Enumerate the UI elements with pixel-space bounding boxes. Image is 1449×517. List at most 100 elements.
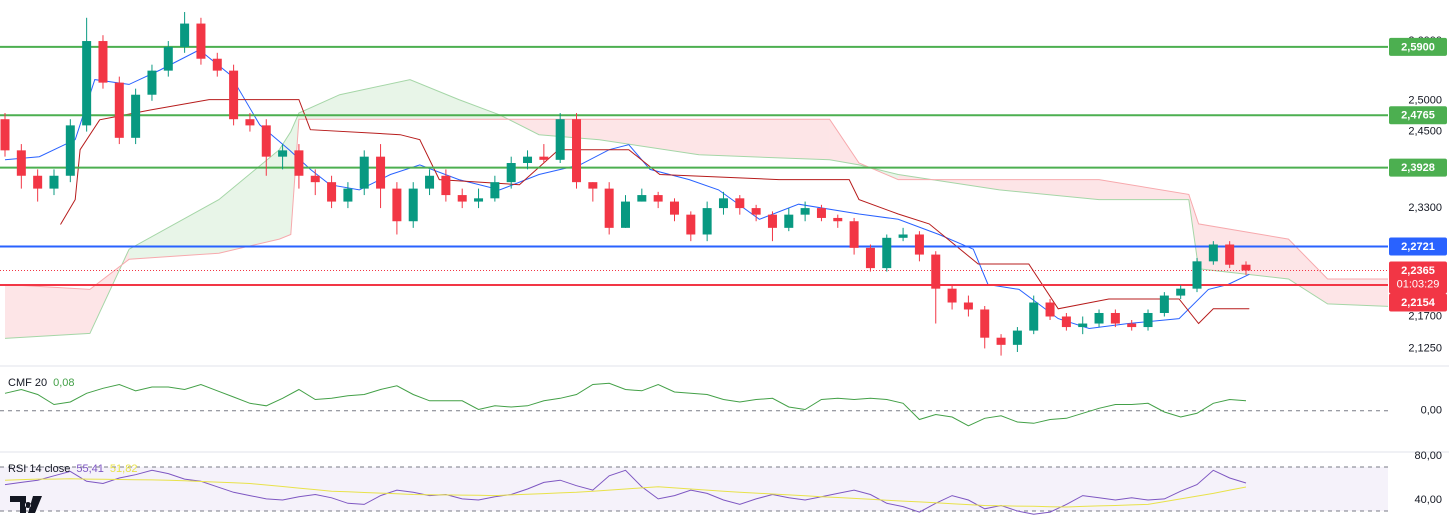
candle-body xyxy=(1143,312,1153,328)
cloud-segment xyxy=(1198,223,1289,279)
candle-body xyxy=(669,201,679,215)
cloud-segment xyxy=(539,119,600,140)
candle-body xyxy=(849,221,859,248)
candle-body xyxy=(735,198,745,209)
last-price-label: 2,2365 xyxy=(1401,265,1435,277)
candle-body xyxy=(800,208,810,215)
candle-body xyxy=(1012,330,1022,345)
candle-body xyxy=(180,23,190,47)
candle-body xyxy=(751,208,761,215)
candle-body xyxy=(65,125,75,176)
candle-body xyxy=(898,234,908,238)
candle-body xyxy=(114,82,124,138)
candle-body xyxy=(147,70,157,95)
candle-body xyxy=(621,201,630,228)
candle-body xyxy=(833,217,843,222)
level-label-box xyxy=(1389,158,1447,177)
candle-body xyxy=(196,23,206,59)
y-tick-label: 0,00 xyxy=(1421,405,1442,417)
level-label: 2,2154 xyxy=(1401,297,1436,309)
y-tick-label: 2,1700 xyxy=(1408,310,1442,322)
candle-body xyxy=(767,214,777,228)
candle-body xyxy=(865,247,875,269)
candle-body xyxy=(1208,244,1218,262)
candle-body xyxy=(310,175,320,183)
candle-body xyxy=(816,208,826,218)
candle-body xyxy=(882,237,892,269)
cloud-segment xyxy=(1288,239,1328,304)
candle-body xyxy=(604,188,614,228)
y-tick-label: 2,3300 xyxy=(1408,202,1442,214)
level-label-box xyxy=(1389,106,1447,125)
cloud-span-line xyxy=(4,79,1388,339)
y-tick-label: 80,00 xyxy=(1414,450,1442,462)
level-label-box xyxy=(1389,293,1447,312)
cloud-segment xyxy=(1099,179,1189,200)
plot-area xyxy=(0,12,1388,515)
candle-body xyxy=(245,119,255,126)
candle-body xyxy=(539,156,549,160)
candle-body xyxy=(33,175,43,189)
level-label: 2,2721 xyxy=(1401,241,1435,253)
candle-body xyxy=(718,198,728,209)
y-tick-label: 2,5000 xyxy=(1408,95,1442,107)
candle-body xyxy=(637,195,647,202)
cloud-segment xyxy=(129,199,219,260)
candle-body xyxy=(327,182,337,202)
candle-body xyxy=(1045,302,1055,317)
pane-value-label: 0,08 xyxy=(53,377,74,389)
candle-body xyxy=(980,309,990,338)
candle-body xyxy=(914,234,924,255)
pane-title: RSI 14 close xyxy=(8,463,70,475)
cloud-segment xyxy=(298,94,340,120)
indicator-line xyxy=(4,469,1247,515)
candle-body xyxy=(1241,264,1251,271)
candle-body xyxy=(359,156,369,189)
candle-body xyxy=(947,288,957,303)
candle-body xyxy=(131,94,141,138)
candle-body xyxy=(1192,261,1202,289)
candle-body xyxy=(1176,288,1186,296)
candle-body xyxy=(996,337,1006,345)
cloud-span-line xyxy=(4,118,1388,290)
logo-mark xyxy=(10,496,42,513)
cloud-segment xyxy=(699,119,830,160)
candle-body xyxy=(1159,295,1169,313)
level-label: 2,4765 xyxy=(1401,110,1435,122)
candle-body xyxy=(1061,316,1071,328)
countdown-label: 01:03:29 xyxy=(1397,278,1440,290)
cloud-segment xyxy=(218,149,280,254)
candle-body xyxy=(1078,323,1088,328)
pane-title: CMF 20 xyxy=(8,377,47,389)
candle-body xyxy=(294,150,304,176)
last-price-box xyxy=(1389,261,1447,294)
candle-body xyxy=(441,175,451,196)
y-tick-label: 2,1250 xyxy=(1408,342,1442,354)
level-label-box xyxy=(1389,37,1447,56)
candle-body xyxy=(229,70,239,120)
candle-body xyxy=(1225,244,1235,265)
level-label-box xyxy=(1389,237,1447,256)
candle-body xyxy=(572,119,582,183)
candle-body xyxy=(931,254,941,289)
candle-body xyxy=(1110,312,1120,324)
candle-body xyxy=(588,182,598,189)
candle-body xyxy=(1094,312,1104,324)
candle-body xyxy=(376,156,386,189)
candle-body xyxy=(392,188,402,222)
candle-body xyxy=(49,175,59,189)
candle-body xyxy=(212,58,222,71)
cloud-segment xyxy=(339,79,410,120)
cloud-segment xyxy=(599,119,699,155)
cloud-segment xyxy=(410,79,459,120)
cloud-segment xyxy=(999,179,1099,200)
pane-value-label: 51,82 xyxy=(110,463,138,475)
candle-body xyxy=(653,195,663,202)
level-label: 2,5900 xyxy=(1401,41,1435,53)
candle-body xyxy=(1029,302,1039,331)
candle-body xyxy=(490,182,500,199)
candle-body xyxy=(425,175,435,189)
indicator-line xyxy=(60,99,1250,325)
